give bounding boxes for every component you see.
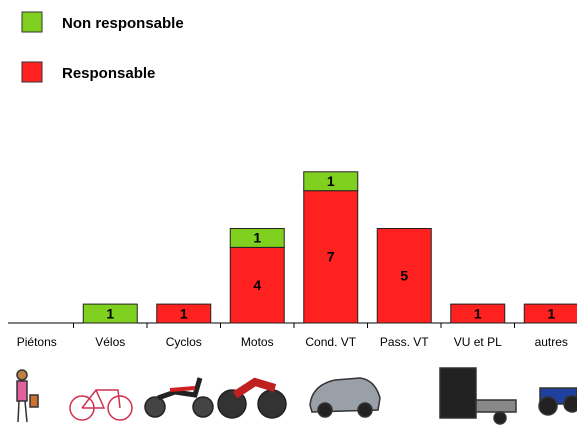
motorbike-icon bbox=[217, 377, 287, 419]
icons bbox=[16, 367, 577, 425]
scooter-icon bbox=[144, 377, 214, 418]
bar-segment bbox=[156, 303, 212, 324]
x-tick-label: Motos bbox=[241, 335, 274, 349]
data-label: 1 bbox=[547, 305, 555, 321]
x-tick-label: Piétons bbox=[17, 335, 57, 349]
data-label: 1 bbox=[327, 173, 335, 189]
car-icon bbox=[309, 377, 381, 418]
data-label: 1 bbox=[253, 230, 261, 246]
x-tick-label: Cyclos bbox=[166, 335, 202, 349]
bar-segment bbox=[229, 228, 285, 248]
legend-label: Non responsable bbox=[62, 15, 184, 32]
truck-icon bbox=[439, 367, 517, 425]
x-tick-label: autres bbox=[535, 335, 568, 349]
bicycle-icon bbox=[69, 389, 133, 421]
data-label: 5 bbox=[400, 267, 408, 283]
pedestrian-icon bbox=[16, 369, 39, 423]
data-label: 1 bbox=[180, 305, 188, 321]
legend-swatch bbox=[21, 11, 43, 33]
x-tick-label: Vélos bbox=[95, 335, 125, 349]
bar-segment bbox=[523, 303, 577, 324]
bar-segment bbox=[82, 303, 138, 324]
bar-segment bbox=[450, 303, 506, 324]
data-label: 1 bbox=[474, 305, 482, 321]
data-label: 4 bbox=[253, 277, 261, 293]
bar-segment bbox=[376, 228, 432, 324]
x-tick-label: Pass. VT bbox=[380, 335, 429, 349]
x-tick-label: Cond. VT bbox=[305, 335, 356, 349]
x-tick-label: VU et PL bbox=[454, 335, 502, 349]
data-label: 1 bbox=[106, 305, 114, 321]
bar-segment bbox=[303, 171, 359, 192]
legend-label: Responsable bbox=[62, 65, 155, 82]
legend-swatch bbox=[21, 61, 43, 83]
quad-icon bbox=[538, 387, 577, 416]
data-label: 7 bbox=[327, 249, 335, 265]
